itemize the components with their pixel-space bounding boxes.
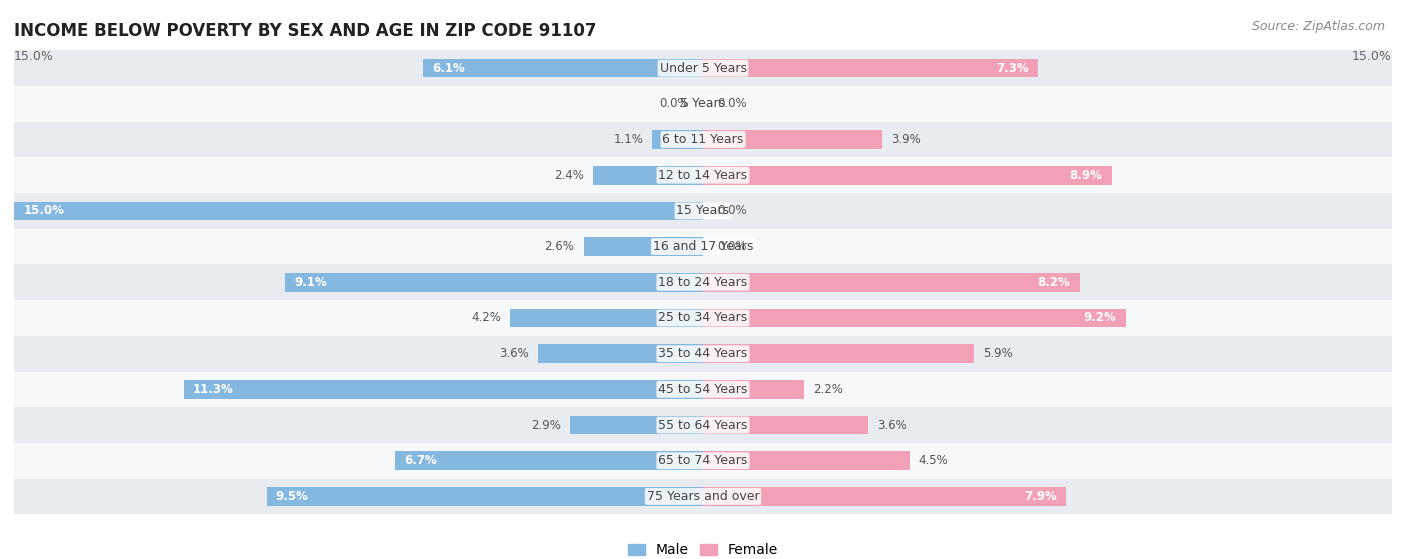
Text: Under 5 Years: Under 5 Years — [659, 61, 747, 75]
Text: 3.9%: 3.9% — [891, 133, 921, 146]
Text: 16 and 17 Years: 16 and 17 Years — [652, 240, 754, 253]
Bar — [569, 416, 703, 434]
Bar — [14, 86, 1392, 122]
Text: Source: ZipAtlas.com: Source: ZipAtlas.com — [1251, 20, 1385, 32]
Bar — [14, 372, 1392, 407]
Text: 4.2%: 4.2% — [471, 311, 501, 324]
Text: 3.6%: 3.6% — [499, 347, 529, 360]
Bar — [14, 407, 1392, 443]
Bar — [14, 158, 1392, 193]
Text: 15.0%: 15.0% — [1353, 50, 1392, 63]
Bar — [285, 273, 703, 292]
Text: 9.5%: 9.5% — [276, 490, 309, 503]
Bar — [703, 344, 974, 363]
Bar — [14, 336, 1392, 372]
Text: 5.9%: 5.9% — [983, 347, 1012, 360]
Text: 6.1%: 6.1% — [432, 61, 465, 75]
Text: 7.3%: 7.3% — [997, 61, 1029, 75]
Bar — [703, 380, 804, 399]
Bar — [652, 130, 703, 149]
Text: INCOME BELOW POVERTY BY SEX AND AGE IN ZIP CODE 91107: INCOME BELOW POVERTY BY SEX AND AGE IN Z… — [14, 22, 596, 40]
Text: 65 to 74 Years: 65 to 74 Years — [658, 454, 748, 467]
Text: 5 Years: 5 Years — [681, 97, 725, 110]
Bar — [14, 443, 1392, 479]
Text: 55 to 64 Years: 55 to 64 Years — [658, 419, 748, 432]
Bar — [14, 50, 1392, 86]
Bar — [510, 309, 703, 327]
Bar — [184, 380, 703, 399]
Text: 25 to 34 Years: 25 to 34 Years — [658, 311, 748, 324]
Text: 11.3%: 11.3% — [193, 383, 233, 396]
Bar — [537, 344, 703, 363]
Bar — [593, 166, 703, 184]
Bar — [703, 452, 910, 470]
Text: 15.0%: 15.0% — [14, 50, 53, 63]
Text: 45 to 54 Years: 45 to 54 Years — [658, 383, 748, 396]
Text: 2.2%: 2.2% — [813, 383, 844, 396]
Text: 4.5%: 4.5% — [920, 454, 949, 467]
Text: 15 Years: 15 Years — [676, 205, 730, 217]
Bar — [703, 59, 1038, 78]
Bar — [395, 452, 703, 470]
Text: 2.4%: 2.4% — [554, 169, 583, 182]
Text: 0.0%: 0.0% — [659, 97, 689, 110]
Text: 6.7%: 6.7% — [405, 454, 437, 467]
Bar — [703, 309, 1126, 327]
Legend: Male, Female: Male, Female — [623, 538, 783, 559]
Bar — [703, 130, 882, 149]
Text: 6 to 11 Years: 6 to 11 Years — [662, 133, 744, 146]
Text: 75 Years and over: 75 Years and over — [647, 490, 759, 503]
Text: 0.0%: 0.0% — [717, 205, 747, 217]
Text: 7.9%: 7.9% — [1024, 490, 1057, 503]
Bar — [703, 487, 1066, 506]
Bar — [703, 416, 869, 434]
Bar — [14, 122, 1392, 158]
Text: 3.6%: 3.6% — [877, 419, 907, 432]
Text: 8.9%: 8.9% — [1070, 169, 1102, 182]
Bar — [703, 166, 1112, 184]
Text: 9.1%: 9.1% — [294, 276, 328, 289]
Text: 0.0%: 0.0% — [717, 240, 747, 253]
Text: 18 to 24 Years: 18 to 24 Years — [658, 276, 748, 289]
Bar — [267, 487, 703, 506]
Bar — [423, 59, 703, 78]
Bar — [14, 229, 1392, 264]
Bar — [583, 238, 703, 256]
Text: 9.2%: 9.2% — [1084, 311, 1116, 324]
Text: 12 to 14 Years: 12 to 14 Years — [658, 169, 748, 182]
Bar — [14, 264, 1392, 300]
Text: 0.0%: 0.0% — [717, 97, 747, 110]
Text: 2.9%: 2.9% — [530, 419, 561, 432]
Bar — [703, 273, 1080, 292]
Text: 35 to 44 Years: 35 to 44 Years — [658, 347, 748, 360]
Bar — [14, 193, 1392, 229]
Text: 2.6%: 2.6% — [544, 240, 575, 253]
Text: 1.1%: 1.1% — [613, 133, 644, 146]
Text: 15.0%: 15.0% — [24, 205, 65, 217]
Bar — [14, 479, 1392, 514]
Bar — [14, 300, 1392, 336]
Bar — [14, 202, 703, 220]
Text: 8.2%: 8.2% — [1038, 276, 1070, 289]
